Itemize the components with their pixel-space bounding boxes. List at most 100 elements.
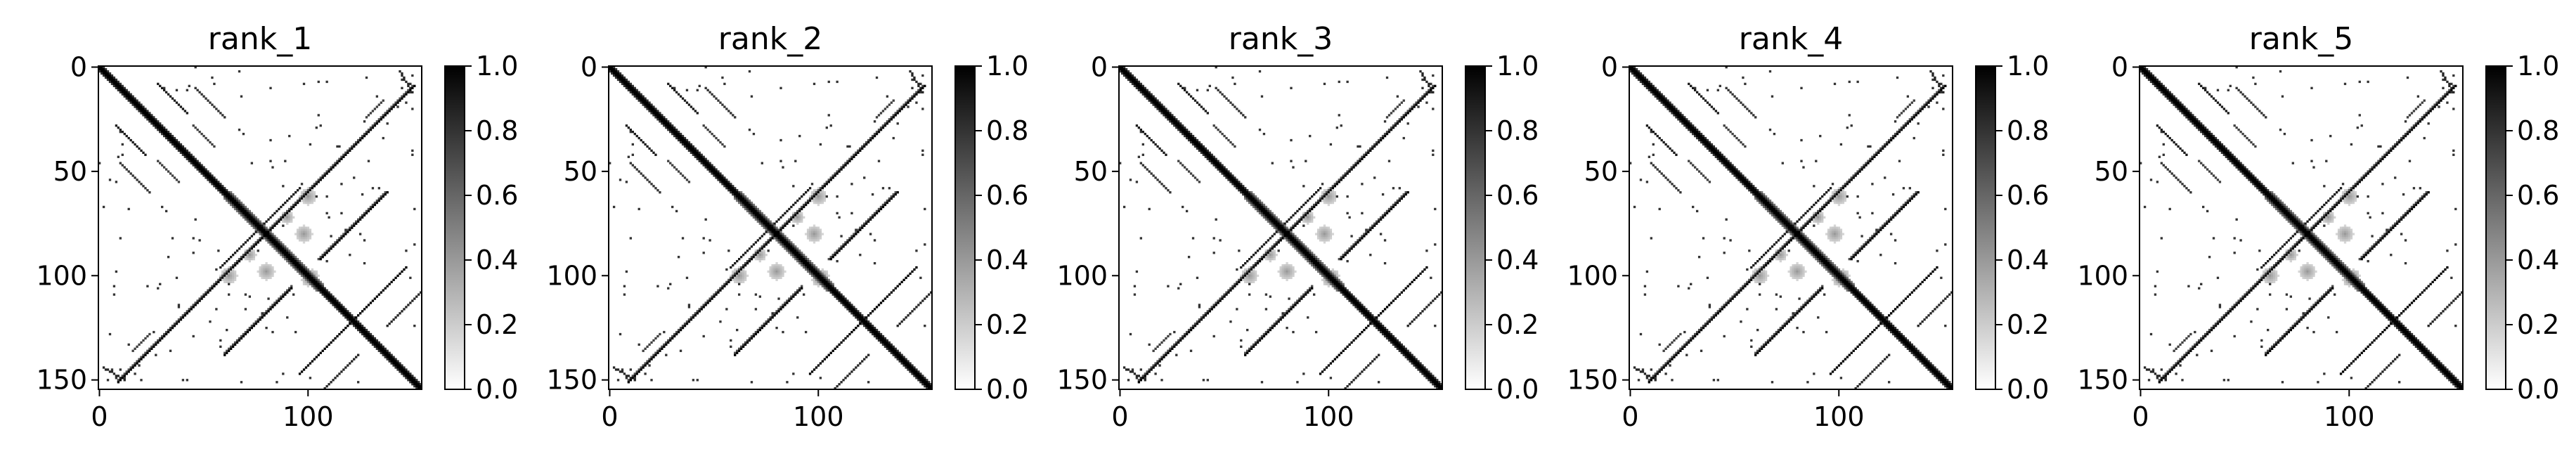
heatmap-cell: [754, 218, 758, 221]
heatmap-cell: [1381, 193, 1385, 196]
heatmap-cell: [1271, 224, 1274, 227]
heatmap-cell: [286, 199, 289, 202]
heatmap-cell: [1248, 199, 1251, 202]
heatmap-cell: [1390, 207, 1393, 211]
heatmap-cell: [163, 89, 166, 91]
heatmap-cell: [1300, 245, 1303, 248]
heatmap-cell: [827, 283, 830, 285]
heatmap-cell: [1307, 214, 1309, 217]
heatmap-cell: [127, 170, 130, 173]
heatmap-cell: [282, 218, 285, 221]
heatmap-cell: [727, 278, 730, 282]
heatmap-cell: [648, 181, 651, 183]
heatmap-cell: [121, 86, 124, 89]
heatmap-cell: [263, 272, 266, 275]
heatmap-cell: [1342, 174, 1345, 177]
heatmap-cell: [782, 224, 784, 227]
heatmap-cell: [357, 141, 360, 144]
heatmap-cell: [183, 147, 186, 150]
heatmap-cell: [1383, 120, 1387, 123]
heatmap-cell: [857, 325, 860, 327]
heatmap-cell: [803, 205, 805, 209]
heatmap-cell: [229, 256, 233, 259]
heatmap-cell: [924, 84, 926, 88]
heatmap-cell: [306, 276, 310, 280]
heatmap-cell: [750, 201, 753, 204]
heatmap-cell: [1275, 222, 1278, 225]
heatmap-cell: [840, 295, 843, 298]
heatmap-cell: [744, 276, 747, 280]
heatmap-cell: [1367, 230, 1370, 233]
heatmap-cell: [746, 207, 749, 211]
heatmap-cell: [898, 323, 901, 325]
heatmap-cell: [238, 205, 241, 209]
heatmap-cell: [1267, 216, 1270, 219]
heatmap-cell: [233, 274, 237, 278]
heatmap-cell: [317, 274, 320, 278]
heatmap-cell: [719, 172, 722, 175]
heatmap-cell: [727, 110, 730, 112]
heatmap-cell: [1139, 91, 1142, 93]
heatmap-cell: [890, 197, 893, 200]
heatmap-cell: [730, 183, 732, 186]
heatmap-cell: [1167, 116, 1170, 119]
heatmap-cell: [186, 149, 188, 152]
heatmap-cell: [1302, 214, 1305, 217]
heatmap-cell: [827, 114, 830, 117]
heatmap-cell: [827, 181, 830, 183]
heatmap-cell: [1146, 95, 1148, 98]
heatmap-cell: [242, 256, 245, 259]
heatmap-cell: [838, 170, 841, 173]
heatmap-cell: [744, 272, 747, 275]
heatmap-cell: [683, 143, 687, 146]
heatmap-cell: [825, 287, 828, 290]
heatmap-cell: [233, 205, 237, 209]
heatmap-cell: [1260, 214, 1264, 217]
heatmap-cell: [744, 197, 747, 200]
heatmap-cell: [108, 178, 112, 181]
heatmap-cell: [1342, 256, 1345, 259]
heatmap-cell: [907, 101, 910, 104]
heatmap-cell: [413, 385, 416, 388]
heatmap-cell: [407, 377, 410, 379]
heatmap-cell: [656, 116, 659, 119]
heatmap-cell: [788, 207, 791, 211]
heatmap-cell: [371, 124, 375, 127]
heatmap-cell: [1329, 233, 1333, 235]
heatmap-cell: [779, 226, 782, 229]
heatmap-cell: [340, 308, 343, 311]
heatmap-cell: [211, 76, 214, 79]
heatmap-cell: [1182, 86, 1184, 89]
heatmap-cell: [633, 375, 636, 377]
heatmap-cell: [194, 166, 197, 169]
heatmap-cell: [1357, 160, 1359, 162]
heatmap-cell: [1234, 105, 1236, 108]
heatmap-cell: [221, 272, 224, 275]
heatmap-cell: [167, 138, 170, 142]
colorbar-tick-label: 0.8: [476, 115, 518, 146]
heatmap-cell: [1281, 222, 1284, 225]
heatmap-cell: [1361, 155, 1364, 158]
heatmap-cell: [1250, 256, 1253, 259]
heatmap-cell: [1177, 122, 1180, 125]
heatmap-cell: [280, 205, 283, 209]
heatmap-cell: [815, 193, 818, 196]
heatmap-cell: [1154, 103, 1157, 106]
heatmap-cell: [683, 138, 687, 142]
heatmap-cell: [742, 264, 745, 267]
heatmap-cell: [817, 270, 820, 273]
heatmap-cell: [380, 347, 382, 350]
heatmap-cell: [884, 297, 887, 300]
heatmap-cell: [371, 205, 375, 209]
heatmap-cell: [648, 101, 651, 104]
heatmap-cell: [188, 310, 190, 313]
heatmap-cell: [796, 249, 799, 252]
heatmap-cell: [382, 351, 384, 354]
heatmap-cell: [915, 93, 918, 96]
heatmap-cell: [894, 114, 897, 117]
heatmap-cell: [108, 80, 112, 84]
heatmap-cell: [665, 126, 668, 129]
heatmap-cell: [233, 261, 237, 265]
heatmap-cell: [823, 183, 826, 186]
heatmap-cell: [367, 335, 370, 338]
